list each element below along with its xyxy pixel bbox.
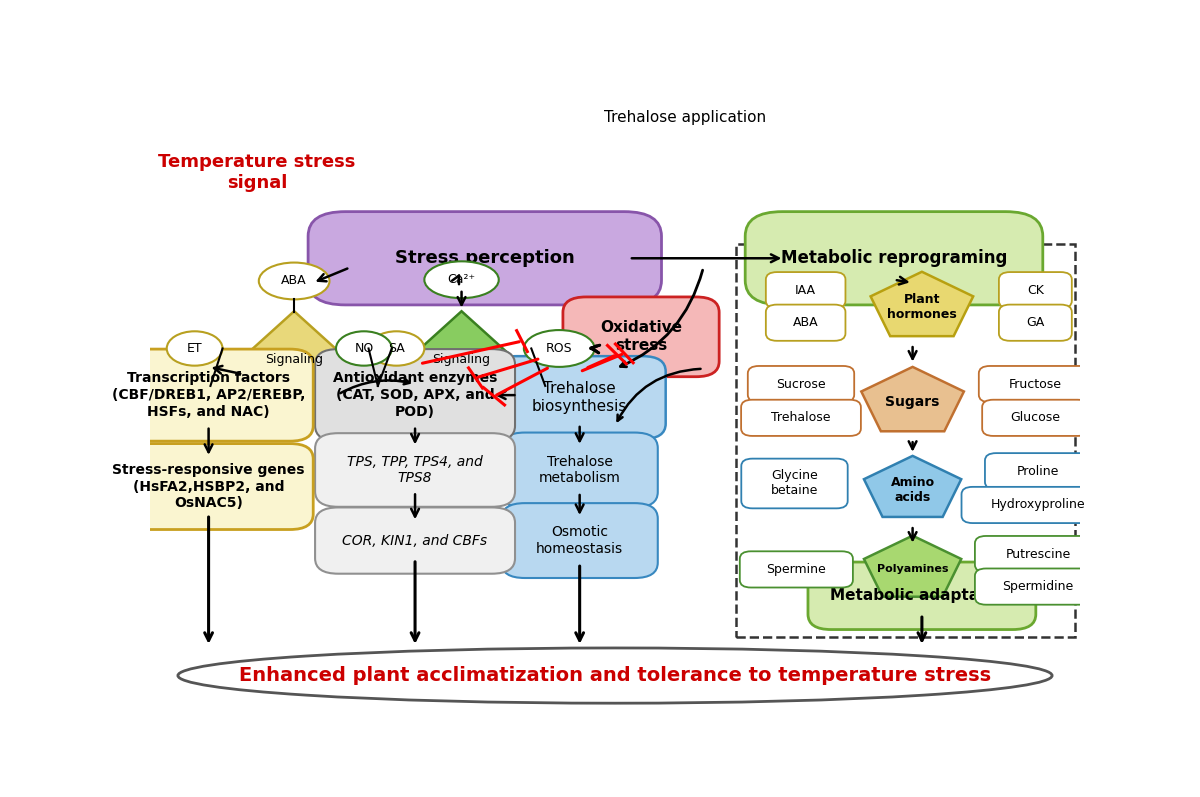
Text: Metabolic reprograming: Metabolic reprograming bbox=[781, 249, 1007, 267]
FancyBboxPatch shape bbox=[748, 366, 854, 402]
Text: Osmotic
homeostasis: Osmotic homeostasis bbox=[536, 525, 623, 556]
Ellipse shape bbox=[336, 332, 391, 366]
FancyBboxPatch shape bbox=[316, 349, 515, 442]
Text: Ca²⁺: Ca²⁺ bbox=[448, 273, 475, 286]
Text: Sucrose: Sucrose bbox=[776, 378, 826, 391]
Ellipse shape bbox=[167, 332, 222, 366]
FancyBboxPatch shape bbox=[502, 433, 658, 508]
Ellipse shape bbox=[425, 261, 499, 298]
FancyBboxPatch shape bbox=[766, 304, 846, 341]
Text: Trehalose
biosynthesis: Trehalose biosynthesis bbox=[532, 381, 628, 414]
FancyBboxPatch shape bbox=[308, 212, 661, 305]
Text: Stress-responsive genes
(HsFA2,HSBP2, and
OsNAC5): Stress-responsive genes (HsFA2,HSBP2, an… bbox=[113, 463, 305, 510]
Polygon shape bbox=[210, 312, 378, 387]
Polygon shape bbox=[864, 536, 961, 597]
Text: Polyamines: Polyamines bbox=[877, 564, 948, 575]
Text: Temperature stress
signal: Temperature stress signal bbox=[158, 153, 355, 192]
Ellipse shape bbox=[259, 262, 330, 300]
Text: Amino
acids: Amino acids bbox=[890, 476, 935, 504]
Text: Spermine: Spermine bbox=[767, 563, 827, 576]
FancyBboxPatch shape bbox=[745, 212, 1043, 305]
FancyBboxPatch shape bbox=[974, 536, 1102, 572]
Ellipse shape bbox=[178, 648, 1052, 703]
Text: GA: GA bbox=[1026, 316, 1044, 329]
Text: NO: NO bbox=[354, 342, 373, 355]
Text: Sugars: Sugars bbox=[886, 395, 940, 410]
FancyBboxPatch shape bbox=[104, 349, 313, 442]
Text: Stress perception: Stress perception bbox=[395, 249, 575, 267]
Text: ET: ET bbox=[187, 342, 203, 355]
Text: ROS: ROS bbox=[546, 342, 572, 355]
FancyBboxPatch shape bbox=[563, 297, 719, 377]
Text: Trehalose
metabolism: Trehalose metabolism bbox=[539, 454, 620, 485]
FancyBboxPatch shape bbox=[974, 568, 1102, 605]
Text: Putrescine: Putrescine bbox=[1006, 548, 1070, 560]
FancyBboxPatch shape bbox=[982, 400, 1088, 436]
Text: TPS, TPP, TPS4, and
TPS8: TPS, TPP, TPS4, and TPS8 bbox=[347, 454, 482, 485]
FancyBboxPatch shape bbox=[493, 356, 666, 439]
FancyBboxPatch shape bbox=[742, 458, 847, 508]
Text: CK: CK bbox=[1027, 284, 1044, 296]
FancyBboxPatch shape bbox=[502, 503, 658, 578]
Text: Hydroxyproline: Hydroxyproline bbox=[991, 498, 1086, 512]
FancyBboxPatch shape bbox=[742, 400, 860, 436]
FancyBboxPatch shape bbox=[998, 272, 1072, 308]
Text: Proline: Proline bbox=[1016, 465, 1060, 477]
Text: IAA: IAA bbox=[796, 284, 816, 296]
FancyBboxPatch shape bbox=[316, 434, 515, 507]
FancyBboxPatch shape bbox=[808, 562, 1036, 630]
Text: Metabolic adaptation: Metabolic adaptation bbox=[830, 588, 1013, 603]
Text: Oxidative
stress: Oxidative stress bbox=[600, 320, 682, 353]
Text: Enhanced plant acclimatization and tolerance to temperature stress: Enhanced plant acclimatization and toler… bbox=[239, 666, 991, 685]
Text: Glycine
betaine: Glycine betaine bbox=[770, 469, 818, 497]
Text: ABA: ABA bbox=[281, 274, 307, 288]
FancyBboxPatch shape bbox=[998, 304, 1072, 341]
Ellipse shape bbox=[368, 332, 425, 366]
FancyBboxPatch shape bbox=[740, 552, 853, 587]
Text: COR, KIN1, and CBFs: COR, KIN1, and CBFs bbox=[342, 533, 487, 548]
Text: Signaling: Signaling bbox=[265, 353, 323, 366]
Polygon shape bbox=[871, 272, 973, 336]
FancyBboxPatch shape bbox=[961, 487, 1115, 523]
Bar bbox=[736, 244, 1075, 637]
Polygon shape bbox=[864, 456, 961, 517]
Text: SA: SA bbox=[388, 342, 404, 355]
Text: Signaling: Signaling bbox=[432, 353, 491, 366]
Text: Plant
hormones: Plant hormones bbox=[887, 293, 956, 321]
FancyBboxPatch shape bbox=[316, 508, 515, 574]
Text: Fructose: Fructose bbox=[1009, 378, 1062, 391]
FancyBboxPatch shape bbox=[104, 444, 313, 529]
Text: Transcription factors
(CBF/DREB1, AP2/EREBP,
HSFs, and NAC): Transcription factors (CBF/DREB1, AP2/ER… bbox=[112, 371, 305, 419]
Text: Trehalose: Trehalose bbox=[772, 411, 830, 424]
Text: Trehalose application: Trehalose application bbox=[604, 110, 766, 124]
FancyBboxPatch shape bbox=[766, 272, 846, 308]
Polygon shape bbox=[378, 312, 545, 387]
FancyBboxPatch shape bbox=[979, 366, 1092, 402]
Text: Antioxidant enzymes
(CAT, SOD, APX, and
POD): Antioxidant enzymes (CAT, SOD, APX, and … bbox=[332, 371, 497, 419]
FancyBboxPatch shape bbox=[985, 453, 1091, 489]
Polygon shape bbox=[862, 367, 964, 431]
Ellipse shape bbox=[524, 330, 594, 367]
Text: Glucose: Glucose bbox=[1010, 411, 1061, 424]
Text: ABA: ABA bbox=[793, 316, 818, 329]
Text: Spermidine: Spermidine bbox=[1002, 580, 1074, 593]
